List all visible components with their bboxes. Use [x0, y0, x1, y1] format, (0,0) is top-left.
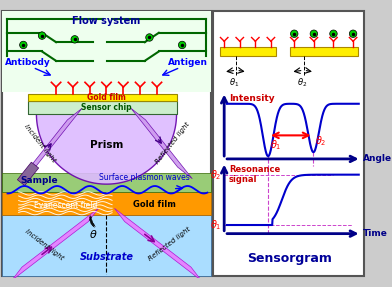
Circle shape [71, 36, 78, 43]
Text: $\theta_2$: $\theta_2$ [297, 77, 307, 89]
Circle shape [146, 34, 153, 41]
Circle shape [178, 41, 186, 49]
Text: Antigen: Antigen [168, 58, 208, 67]
Text: Gold film: Gold film [87, 93, 126, 102]
Polygon shape [21, 108, 82, 179]
Text: Sensor chip: Sensor chip [81, 103, 132, 112]
Text: Sample: Sample [20, 176, 58, 185]
Circle shape [310, 30, 318, 38]
Polygon shape [131, 108, 192, 179]
Text: Evanescent field: Evanescent field [34, 201, 97, 210]
Bar [213, 11, 364, 276]
Text: $\theta_2$: $\theta_2$ [315, 135, 327, 148]
Bar [2, 173, 211, 192]
Circle shape [290, 30, 298, 38]
Text: Intensity: Intensity [229, 94, 274, 102]
Bar [28, 101, 178, 114]
Bar [2, 192, 211, 215]
Text: Flow system: Flow system [73, 16, 141, 26]
Text: $\theta_2$: $\theta_2$ [210, 168, 221, 182]
Bar [220, 47, 276, 56]
Circle shape [38, 32, 46, 39]
Polygon shape [28, 114, 178, 184]
Text: Reflected light: Reflected light [147, 226, 191, 262]
Text: Antibody: Antibody [5, 58, 51, 67]
Bar [290, 47, 358, 56]
Text: $\theta_1$: $\theta_1$ [270, 139, 281, 152]
Polygon shape [12, 208, 98, 280]
Text: Time: Time [363, 229, 388, 238]
Text: Gold film: Gold film [132, 200, 176, 209]
Text: Angle: Angle [363, 154, 392, 163]
Bar [28, 94, 178, 101]
Text: Substrate: Substrate [80, 252, 134, 262]
Circle shape [20, 41, 27, 49]
Bar [2, 215, 211, 276]
Text: Prism: Prism [90, 140, 123, 150]
Circle shape [330, 30, 337, 38]
Text: $\theta_1$: $\theta_1$ [229, 77, 240, 89]
Bar [2, 11, 211, 276]
Text: $\theta$: $\theta$ [89, 228, 98, 240]
Text: Incident light: Incident light [23, 123, 57, 164]
Polygon shape [114, 208, 201, 280]
Bar [17, 162, 39, 185]
Circle shape [349, 30, 357, 38]
Text: Reflected light: Reflected light [154, 121, 191, 166]
Bar [2, 11, 211, 92]
Text: $\theta_1$: $\theta_1$ [210, 218, 221, 232]
Text: Resonance
signal: Resonance signal [229, 164, 280, 184]
Text: Incident light: Incident light [24, 228, 64, 261]
Text: Surface plasmon waves: Surface plasmon waves [100, 173, 190, 182]
Text: Sensorgram: Sensorgram [247, 252, 332, 265]
